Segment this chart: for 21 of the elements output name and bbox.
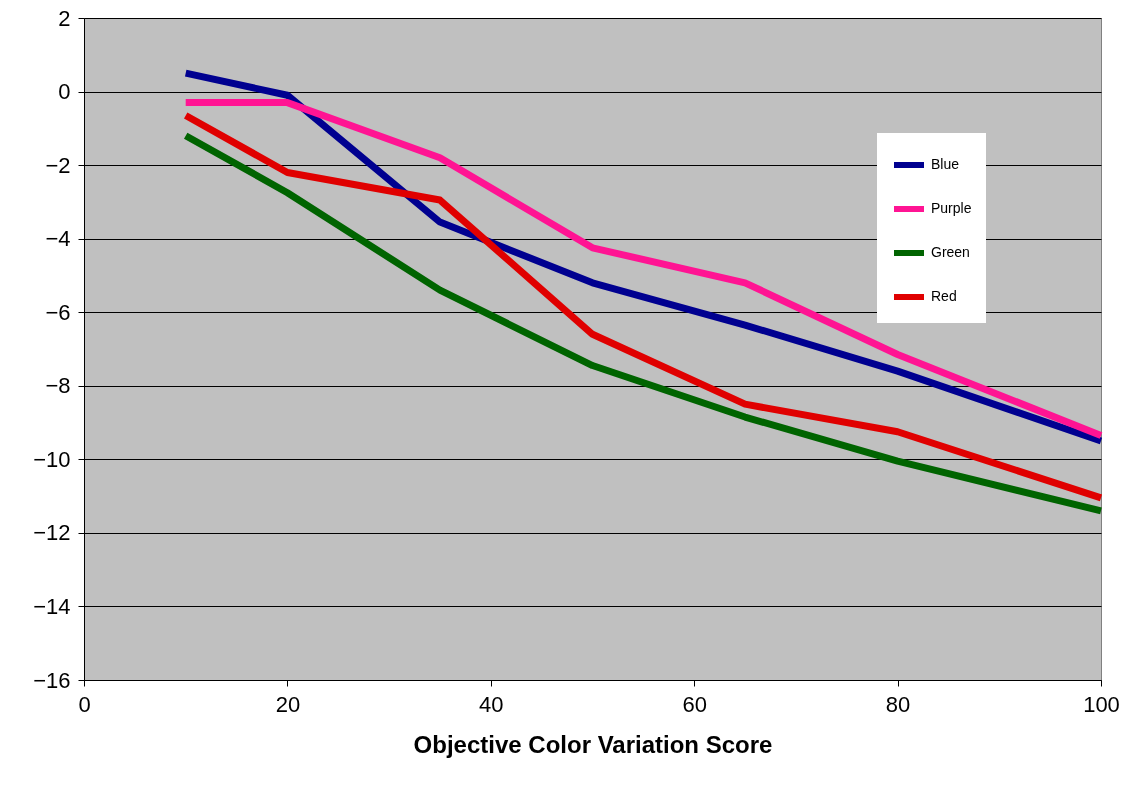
y-tick-label: −14 — [33, 593, 71, 619]
y-tick-label: 0 — [58, 79, 71, 105]
x-tick-label: 80 — [885, 691, 911, 717]
y-tick-label: −16 — [33, 667, 71, 693]
x-axis-title: Objective Color Variation Score — [413, 730, 773, 758]
x-tick-label: 0 — [78, 691, 91, 717]
legend-label: Green — [931, 244, 970, 260]
legend-label: Red — [931, 288, 957, 304]
y-tick-label: −10 — [33, 446, 71, 472]
x-tick-label: 60 — [682, 691, 707, 717]
legend-label: Blue — [931, 156, 960, 172]
y-tick-label: −8 — [45, 373, 71, 399]
x-tick-label: 100 — [1083, 691, 1120, 717]
y-tick-label: 2 — [58, 5, 71, 31]
x-tick-label: 20 — [275, 691, 301, 717]
legend-label: Purple — [931, 200, 972, 216]
y-tick-label: −12 — [33, 520, 71, 546]
x-tick-label: 40 — [479, 691, 504, 717]
y-tick-label: −6 — [45, 299, 71, 325]
y-tick-label: −4 — [45, 226, 71, 252]
y-tick-label: −2 — [45, 152, 71, 178]
